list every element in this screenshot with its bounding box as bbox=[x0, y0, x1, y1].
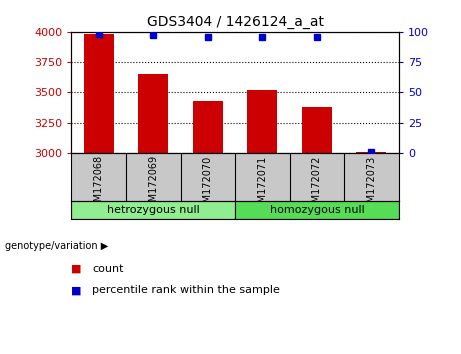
Bar bbox=[71, 201, 235, 219]
Bar bbox=[356, 152, 386, 153]
Text: GSM172070: GSM172070 bbox=[203, 155, 213, 215]
Bar bbox=[302, 107, 332, 153]
Bar bbox=[84, 34, 114, 153]
Bar bbox=[235, 201, 399, 219]
Text: GSM172069: GSM172069 bbox=[148, 155, 158, 215]
Text: ■: ■ bbox=[71, 264, 82, 274]
Text: GSM172068: GSM172068 bbox=[94, 155, 104, 215]
Text: GSM172073: GSM172073 bbox=[366, 155, 377, 215]
Title: GDS3404 / 1426124_a_at: GDS3404 / 1426124_a_at bbox=[147, 16, 324, 29]
Bar bbox=[193, 101, 223, 153]
Text: GSM172072: GSM172072 bbox=[312, 155, 322, 215]
Bar bbox=[248, 90, 278, 153]
Text: percentile rank within the sample: percentile rank within the sample bbox=[92, 285, 280, 295]
Text: genotype/variation ▶: genotype/variation ▶ bbox=[5, 241, 108, 251]
Text: homozygous null: homozygous null bbox=[270, 205, 364, 215]
Text: ■: ■ bbox=[71, 285, 82, 295]
Bar bbox=[138, 74, 168, 153]
Text: hetrozygous null: hetrozygous null bbox=[107, 205, 200, 215]
Text: count: count bbox=[92, 264, 124, 274]
Text: GSM172071: GSM172071 bbox=[257, 155, 267, 215]
